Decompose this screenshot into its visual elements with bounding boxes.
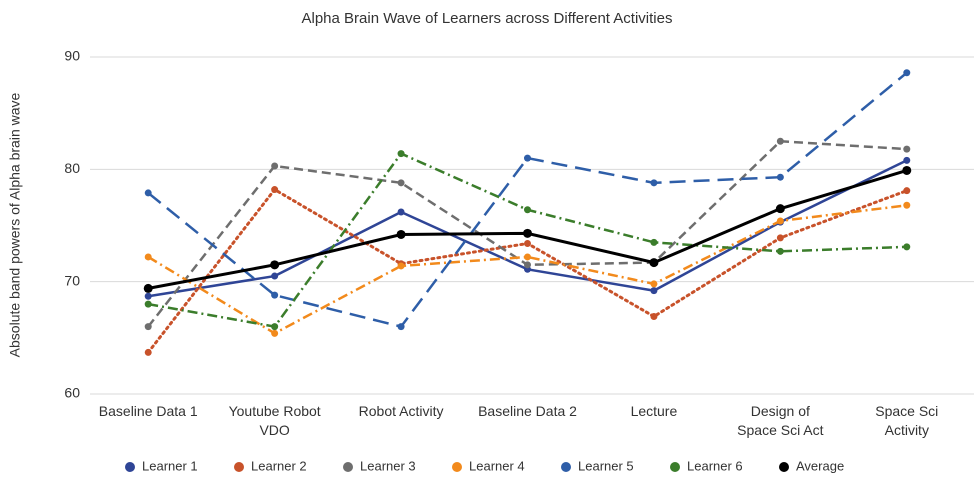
data-point — [397, 323, 405, 331]
legend-item: Learner 6 — [670, 458, 743, 473]
data-point — [523, 228, 532, 238]
legend-marker — [234, 462, 244, 472]
data-point — [903, 243, 911, 251]
x-tick-label: Baseline Data 2 — [478, 403, 577, 419]
x-tick-label: Baseline Data 1 — [99, 403, 198, 419]
legend-label: Learner 1 — [142, 458, 198, 473]
data-point — [650, 280, 658, 288]
data-point — [524, 239, 531, 247]
data-point — [776, 247, 784, 255]
legend-marker — [670, 462, 680, 472]
data-point — [903, 145, 911, 153]
data-point — [776, 234, 784, 242]
x-tick-label: Lecture — [631, 403, 678, 419]
y-tick-label: 70 — [64, 272, 80, 288]
chart-title: Alpha Brain Wave of Learners across Diff… — [301, 10, 672, 27]
data-point — [271, 162, 279, 170]
data-point — [271, 291, 279, 299]
data-point — [650, 179, 658, 187]
data-point — [397, 179, 405, 187]
data-point — [903, 69, 911, 77]
legend-marker — [452, 462, 462, 472]
legend-item: Learner 1 — [125, 458, 198, 473]
data-point — [650, 287, 658, 295]
data-point — [397, 208, 405, 216]
legend-label: Learner 2 — [251, 458, 307, 473]
legend-label: Learner 3 — [360, 458, 416, 473]
legend-label: Average — [796, 458, 844, 473]
legend-item: Learner 2 — [234, 458, 307, 473]
data-point — [143, 283, 153, 293]
data-point — [270, 260, 280, 270]
legend-label: Learner 6 — [687, 458, 743, 473]
data-point — [524, 206, 531, 214]
legend-marker — [779, 462, 789, 472]
data-point — [903, 156, 911, 164]
data-point — [396, 229, 406, 239]
legend-item: Learner 5 — [561, 458, 634, 473]
legend-label: Learner 4 — [469, 458, 525, 473]
data-point — [271, 272, 279, 280]
y-tick-label: 80 — [64, 160, 80, 176]
data-point — [144, 189, 152, 197]
y-tick-label: 90 — [64, 48, 80, 64]
legend-marker — [561, 462, 571, 472]
data-point — [650, 238, 658, 246]
data-point — [776, 217, 784, 225]
data-point — [649, 258, 659, 268]
legend-marker — [343, 462, 353, 472]
legend-item: Learner 4 — [452, 458, 525, 473]
data-point — [144, 348, 152, 356]
data-point — [524, 261, 531, 269]
data-point — [902, 165, 912, 175]
data-point — [144, 253, 152, 261]
y-tick-label: 60 — [64, 385, 80, 401]
y-axis-label: Absolute band powers of Alpha brain wave — [7, 92, 23, 357]
x-tick-label: Youtube Robot VDO — [229, 403, 321, 438]
series-line — [147, 71, 908, 329]
data-point — [271, 323, 279, 331]
legend-marker — [125, 462, 135, 472]
data-point — [524, 253, 531, 261]
data-point — [144, 323, 152, 331]
data-point — [776, 137, 784, 145]
data-point — [271, 329, 279, 337]
legend-item: Learner 3 — [343, 458, 416, 473]
data-point — [524, 154, 531, 162]
data-point — [775, 204, 785, 214]
x-tick-label: Design of Space Sci Act — [737, 403, 823, 438]
data-point — [144, 292, 152, 300]
data-point — [903, 187, 911, 195]
data-point — [397, 262, 405, 270]
data-point — [271, 186, 279, 194]
x-tick-label: Robot Activity — [359, 403, 444, 419]
data-point — [903, 201, 911, 209]
legend-label: Learner 5 — [578, 458, 634, 473]
data-point — [144, 300, 152, 308]
data-point — [650, 312, 658, 320]
legend-item: Average — [779, 458, 844, 473]
data-point — [776, 173, 784, 181]
data-point — [397, 150, 405, 158]
x-tick-label: Space Sci Activity — [875, 403, 938, 438]
